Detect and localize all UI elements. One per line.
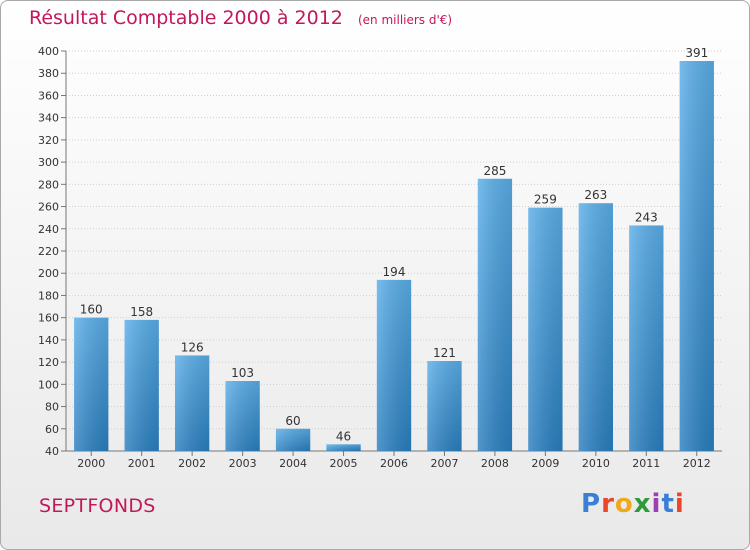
bar-shade [174, 355, 210, 451]
y-tick-label: 240 [38, 223, 59, 236]
bar-shade [477, 178, 513, 451]
y-tick-label: 120 [38, 356, 59, 369]
x-tick-label: 2003 [229, 457, 257, 470]
x-tick-label: 2004 [279, 457, 307, 470]
y-tick-label: 100 [38, 378, 59, 391]
bar-shade [629, 225, 664, 451]
x-tick-label: 2001 [128, 457, 156, 470]
x-tick-label: 2006 [380, 457, 408, 470]
data-label: 160 [80, 303, 103, 317]
data-label: 103 [231, 366, 254, 380]
y-tick-label: 400 [38, 45, 59, 58]
y-tick-label: 260 [38, 201, 59, 214]
data-label: 259 [534, 193, 557, 207]
data-label: 391 [685, 46, 708, 60]
x-tick-label: 2000 [77, 457, 105, 470]
y-tick-label: 300 [38, 156, 59, 169]
x-tick-label: 2007 [430, 457, 458, 470]
x-tick-label: 2005 [330, 457, 358, 470]
logo-letter: i [674, 489, 685, 519]
bar-shade [427, 361, 462, 451]
logo-letter: P [581, 489, 602, 519]
bar-shade [679, 61, 714, 451]
data-label: 158 [130, 305, 153, 319]
data-label: 263 [584, 188, 607, 202]
data-label: 194 [383, 265, 406, 279]
y-tick-label: 220 [38, 245, 59, 258]
x-tick-label: 2011 [632, 457, 660, 470]
bar-shade [578, 203, 614, 451]
y-tick-label: 340 [38, 112, 59, 125]
y-tick-label: 140 [38, 334, 59, 347]
title-row: Résultat Comptable 2000 à 2012 (en milli… [29, 7, 452, 29]
logo-letter: o [614, 489, 634, 519]
logo-letter: x [633, 489, 652, 519]
proxiti-logo: Proxiti [581, 489, 685, 519]
bar-shade [74, 317, 109, 451]
y-tick-label: 80 [45, 401, 59, 414]
commune-name: SEPTFONDS [39, 495, 156, 517]
data-label: 126 [181, 340, 204, 354]
bar-shade [124, 319, 159, 451]
data-label: 243 [635, 210, 658, 224]
chart-subtitle: (en milliers d'€) [357, 13, 453, 27]
data-label: 121 [433, 346, 456, 360]
x-tick-label: 2002 [178, 457, 206, 470]
y-tick-label: 380 [38, 67, 59, 80]
bar-shade [326, 444, 361, 451]
y-tick-label: 280 [38, 178, 59, 191]
logo-letter: t [661, 489, 675, 519]
x-tick-label: 2010 [582, 457, 610, 470]
bar-shade [275, 428, 311, 451]
y-tick-label: 360 [38, 89, 59, 102]
y-tick-label: 60 [45, 423, 59, 436]
bar-shade [376, 279, 412, 451]
chart-title: Résultat Comptable 2000 à 2012 [29, 7, 343, 29]
data-label: 46 [336, 429, 351, 443]
y-tick-label: 200 [38, 267, 59, 280]
y-tick-label: 320 [38, 134, 59, 147]
logo-letter: r [601, 489, 615, 519]
logo-letter: i [651, 489, 662, 519]
y-tick-label: 40 [45, 445, 59, 458]
data-label: 60 [285, 414, 300, 428]
bar-shade [528, 207, 563, 451]
x-tick-label: 2012 [683, 457, 711, 470]
data-label: 285 [483, 164, 506, 178]
y-tick-label: 180 [38, 289, 59, 302]
x-tick-label: 2009 [531, 457, 559, 470]
x-tick-label: 2008 [481, 457, 509, 470]
y-tick-label: 160 [38, 312, 59, 325]
bar-shade [225, 381, 260, 451]
